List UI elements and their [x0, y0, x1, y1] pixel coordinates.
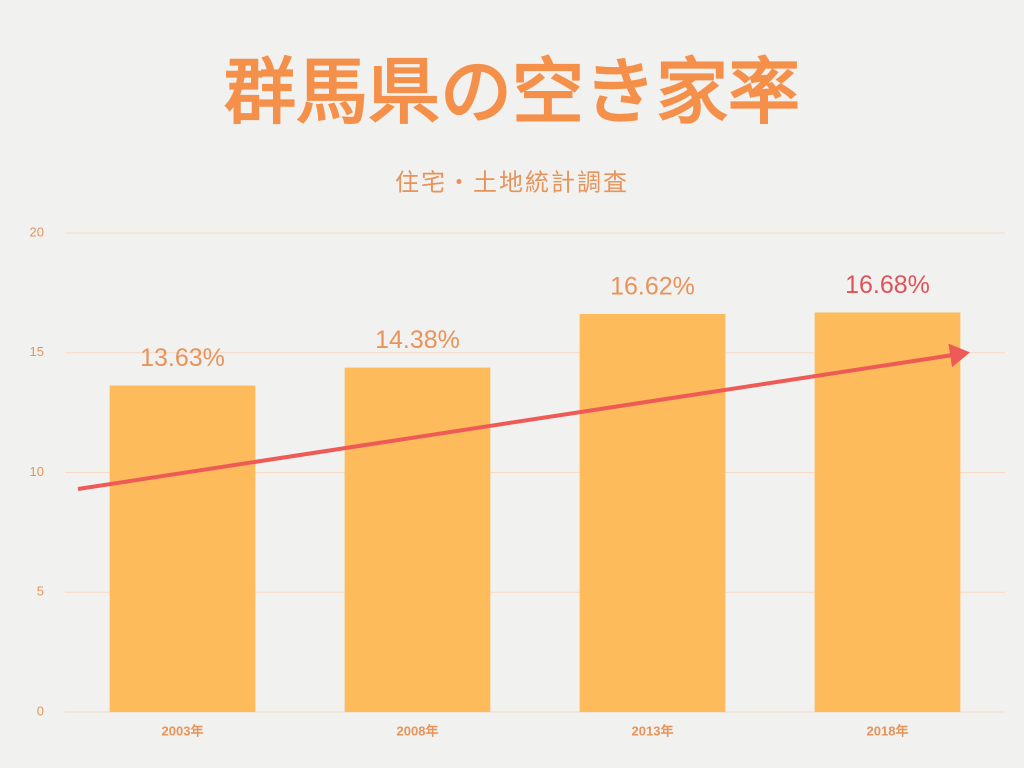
bar	[344, 367, 491, 712]
value-label: 16.68%	[845, 271, 930, 299]
y-tick-label: 10	[30, 464, 44, 479]
x-tick-label: 2003年	[162, 723, 204, 738]
bar	[109, 385, 256, 712]
x-tick-label: 2008年	[397, 723, 439, 738]
y-tick-label: 5	[37, 584, 44, 599]
plot-area: 0 5 10 15 20 2003年 13.63% 2008年 14.38% 2013年 16.62…	[30, 224, 1005, 738]
bar	[814, 312, 961, 712]
trend-arrow	[77, 343, 970, 491]
chart-subtitle: 住宅・土地統計調査	[395, 169, 629, 196]
y-tick-label: 0	[37, 703, 44, 718]
x-tick-label: 2018年	[867, 723, 909, 738]
value-label: 13.63%	[140, 344, 225, 372]
x-tick-label: 2013年	[632, 723, 674, 738]
chart-title: 群馬県の空き家率	[224, 53, 800, 133]
bar	[579, 313, 726, 712]
y-tick-label: 20	[30, 224, 44, 239]
y-tick-label: 15	[30, 344, 44, 359]
value-label: 16.62%	[610, 273, 695, 301]
value-label: 14.38%	[375, 326, 460, 354]
